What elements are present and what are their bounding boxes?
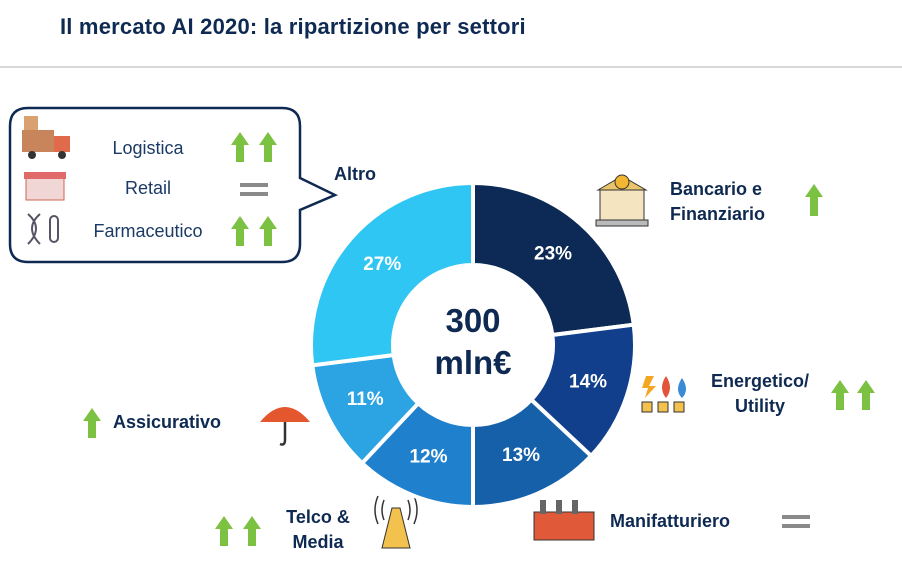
category-label: Altro (334, 164, 376, 184)
callout-item: Farmaceutico (93, 221, 203, 241)
truck-icon (22, 116, 70, 159)
donut-slice (471, 180, 636, 338)
category-label: Assicurativo (113, 412, 222, 432)
shop-icon (24, 172, 66, 201)
value-label: 13% (502, 445, 540, 466)
value-label: 14% (569, 371, 607, 392)
callout-item: Logistica (112, 138, 184, 158)
dna-icon (27, 213, 59, 245)
trend-arrows (83, 132, 875, 546)
category-label: Energetico/ Utility (710, 371, 810, 416)
bank-icon (595, 174, 649, 227)
umbrella-icon (260, 407, 310, 446)
center-label: 300 mln€ (434, 302, 512, 381)
energy-icon (641, 376, 686, 413)
value-label: 12% (409, 447, 447, 468)
callout-item: Retail (124, 178, 172, 198)
value-label: 23% (534, 243, 572, 264)
factory-icon (533, 500, 595, 541)
category-label: Bancario e Finanziario (670, 179, 766, 224)
value-label: 27% (363, 254, 401, 275)
tower-icon (374, 495, 418, 549)
category-label: Manifatturiero (610, 511, 731, 531)
category-label: Telco & Media (286, 507, 350, 552)
value-label: 11% (347, 389, 384, 410)
equal-signs (240, 183, 810, 528)
chart-title: Il mercato AI 2020: la ripartizione per … (60, 14, 526, 39)
callout-bubble (8, 106, 339, 264)
donut-slice (309, 180, 475, 368)
